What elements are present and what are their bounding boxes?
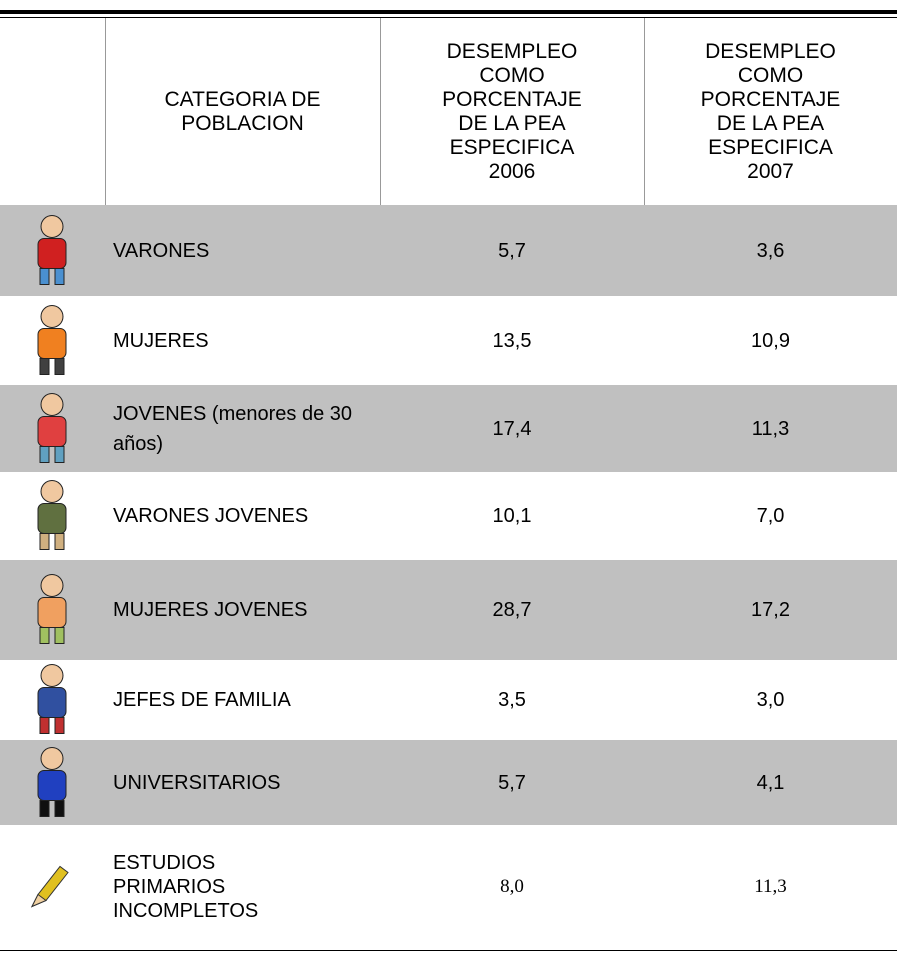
value-cell: 11,3	[644, 385, 897, 472]
person-icon	[14, 660, 90, 736]
header-cell: DESEMPLEO COMO PORCENTAJE DE LA PEA ESPE…	[644, 18, 897, 205]
table-row: VARONES 5,7 3,6	[0, 205, 897, 296]
category-cell: UNIVERSITARIOS	[113, 740, 375, 825]
category-text: ESTUDIOS PRIMARIOS INCOMPLETOS	[113, 851, 263, 923]
value-cell: 8,0	[380, 825, 644, 948]
value-text: 13,5	[493, 326, 532, 356]
clipart-icon	[14, 476, 90, 557]
table-row: UNIVERSITARIOS 5,7 4,1	[0, 740, 897, 825]
category-cell: VARONES	[113, 205, 375, 296]
value-cell: 17,4	[380, 385, 644, 472]
value-cell: 3,5	[380, 660, 644, 740]
table-row: VARONES JOVENES 10,1 7,0	[0, 472, 897, 560]
clipart-icon	[14, 300, 90, 381]
value-text: 5,7	[498, 768, 526, 798]
table-row: JEFES DE FAMILIA 3,5 3,0	[0, 660, 897, 740]
header-cell: DESEMPLEO COMO PORCENTAJE DE LA PEA ESPE…	[380, 18, 644, 205]
column-divider	[105, 18, 106, 205]
value-text: 11,3	[752, 414, 789, 444]
header-cell: CATEGORIA DE POBLACION	[120, 18, 365, 205]
category-text: JEFES DE FAMILIA	[113, 685, 291, 715]
person-icon	[14, 476, 90, 552]
value-text: 28,7	[493, 595, 532, 625]
value-cell: 10,9	[644, 296, 897, 385]
value-text: 5,7	[498, 236, 526, 266]
table-row: ESTUDIOS PRIMARIOS INCOMPLETOS 8,0 11,3	[0, 825, 897, 948]
value-cell: 5,7	[380, 740, 644, 825]
clipart-icon	[14, 660, 90, 741]
value-text: 3,0	[757, 685, 785, 715]
header-text: DESEMPLEO COMO PORCENTAJE DE LA PEA ESPE…	[432, 40, 592, 184]
value-text: 10,1	[493, 501, 532, 531]
header-text: CATEGORIA DE POBLACION	[143, 88, 343, 136]
value-text: 8,0	[500, 872, 524, 902]
value-cell: 17,2	[644, 560, 897, 660]
bottom-rule	[0, 950, 897, 951]
table-row: MUJERES 13,5 10,9	[0, 296, 897, 385]
category-cell: ESTUDIOS PRIMARIOS INCOMPLETOS	[113, 825, 375, 948]
category-text: JOVENES (menores de 30 años)	[113, 399, 375, 459]
person-icon	[14, 300, 90, 376]
category-text: UNIVERSITARIOS	[113, 768, 280, 798]
person-icon	[14, 388, 90, 464]
value-text: 3,5	[498, 685, 526, 715]
value-cell: 13,5	[380, 296, 644, 385]
category-text: MUJERES	[113, 326, 209, 356]
category-cell: JOVENES (menores de 30 años)	[113, 385, 375, 472]
value-cell: 3,6	[644, 205, 897, 296]
value-text: 4,1	[757, 768, 785, 798]
person-icon	[14, 570, 90, 646]
category-cell: VARONES JOVENES	[113, 472, 375, 560]
value-text: 7,0	[757, 501, 785, 531]
value-text: 11,3	[754, 872, 787, 902]
pencil-icon	[14, 854, 74, 914]
clipart-icon	[14, 854, 74, 919]
value-cell: 7,0	[644, 472, 897, 560]
value-cell: 5,7	[380, 205, 644, 296]
person-icon	[14, 742, 90, 818]
category-cell: MUJERES	[113, 296, 375, 385]
person-icon	[14, 210, 90, 286]
value-text: 3,6	[757, 236, 785, 266]
category-text: VARONES JOVENES	[113, 501, 308, 531]
value-cell: 4,1	[644, 740, 897, 825]
clipart-icon	[14, 570, 90, 651]
value-cell: 28,7	[380, 560, 644, 660]
value-text: 17,4	[493, 414, 532, 444]
header-text: DESEMPLEO COMO PORCENTAJE DE LA PEA ESPE…	[691, 40, 851, 184]
category-cell: JEFES DE FAMILIA	[113, 660, 375, 740]
top-rule	[0, 10, 897, 14]
table-row: JOVENES (menores de 30 años) 17,4 11,3	[0, 385, 897, 472]
category-text: MUJERES JOVENES	[113, 595, 307, 625]
value-cell: 3,0	[644, 660, 897, 740]
value-cell: 11,3	[644, 825, 897, 948]
page: {"table": { "header": ["CATEGORIA DE POB…	[0, 0, 897, 967]
value-cell: 10,1	[380, 472, 644, 560]
table-row: MUJERES JOVENES 28,7 17,2	[0, 560, 897, 660]
clipart-icon	[14, 742, 90, 823]
value-text: 10,9	[751, 326, 790, 356]
value-text: 17,2	[751, 595, 790, 625]
category-cell: MUJERES JOVENES	[113, 560, 375, 660]
clipart-icon	[14, 210, 90, 291]
clipart-icon	[14, 388, 90, 469]
category-text: VARONES	[113, 236, 209, 266]
